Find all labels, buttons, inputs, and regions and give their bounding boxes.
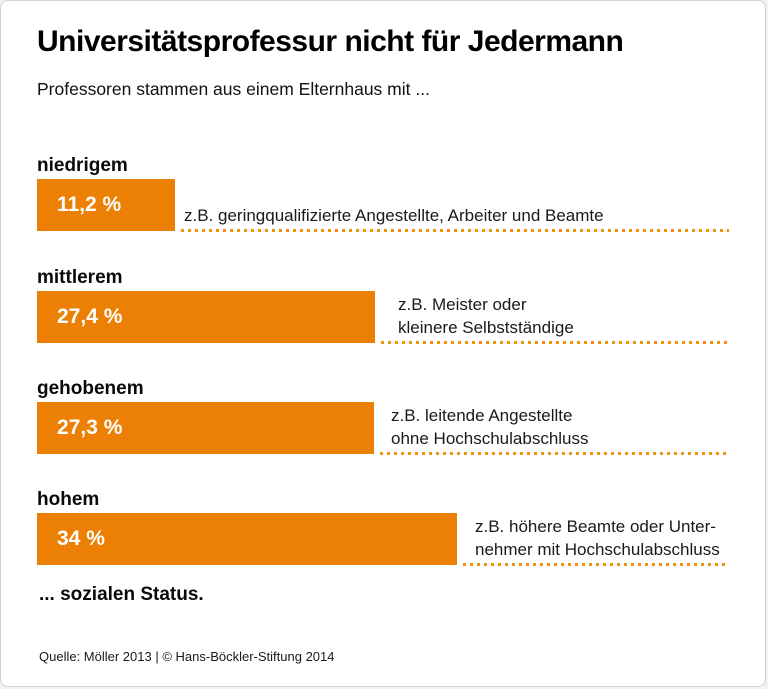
closing-text: ... sozialen Status. (39, 584, 204, 605)
category-label: mittlerem (37, 267, 123, 288)
bar-description: z.B. Meister oder kleinere Selbstständig… (398, 293, 574, 339)
bar: 34 % (37, 513, 457, 565)
description-line: kleinere Selbstständige (398, 318, 574, 337)
description-line: z.B. geringqualifizierte Angestellte, Ar… (184, 206, 604, 225)
description-line: ohne Hochschulabschluss (391, 429, 589, 448)
chart-subtitle: Professoren stammen aus einem Elternhaus… (37, 79, 430, 99)
bar-row: gehobenem 27,3 % z.B. leitende Angestell… (37, 379, 737, 461)
bar-value-label: 27,3 % (57, 416, 123, 439)
dotted-leader-line (181, 229, 729, 232)
dotted-leader-line (463, 563, 729, 566)
bar: 27,3 % (37, 402, 374, 454)
chart-title: Universitätsprofessur nicht für Jederman… (37, 25, 624, 58)
bar-value-label: 27,4 % (57, 305, 123, 328)
dotted-leader-line (380, 452, 729, 455)
bar-value-label: 11,2 % (57, 193, 122, 216)
bar-row: mittlerem 27,4 % z.B. Meister oder klein… (37, 268, 737, 350)
description-line: z.B. leitende Angestellte (391, 406, 573, 425)
description-line: z.B. Meister oder (398, 295, 527, 314)
bar-row: niedrigem 11,2 % z.B. geringqualifiziert… (37, 156, 737, 238)
dotted-leader-line (381, 341, 729, 344)
source-line: Quelle: Möller 2013 | © Hans-Böckler-Sti… (39, 649, 335, 664)
description-line: nehmer mit Hochschulabschluss (475, 540, 720, 559)
bar-description: z.B. höhere Beamte oder Unter- nehmer mi… (475, 515, 720, 561)
bar-description: z.B. geringqualifizierte Angestellte, Ar… (184, 204, 604, 227)
category-label: niedrigem (37, 155, 128, 176)
category-label: gehobenem (37, 378, 144, 399)
description-line: z.B. höhere Beamte oder Unter- (475, 517, 716, 536)
bar-value-label: 34 % (57, 527, 105, 550)
bar: 11,2 % (37, 179, 175, 231)
bar: 27,4 % (37, 291, 375, 343)
bar-description: z.B. leitende Angestellte ohne Hochschul… (391, 404, 589, 450)
category-label: hohem (37, 489, 100, 510)
bar-row: hohem 34 % z.B. höhere Beamte oder Unter… (37, 490, 737, 572)
